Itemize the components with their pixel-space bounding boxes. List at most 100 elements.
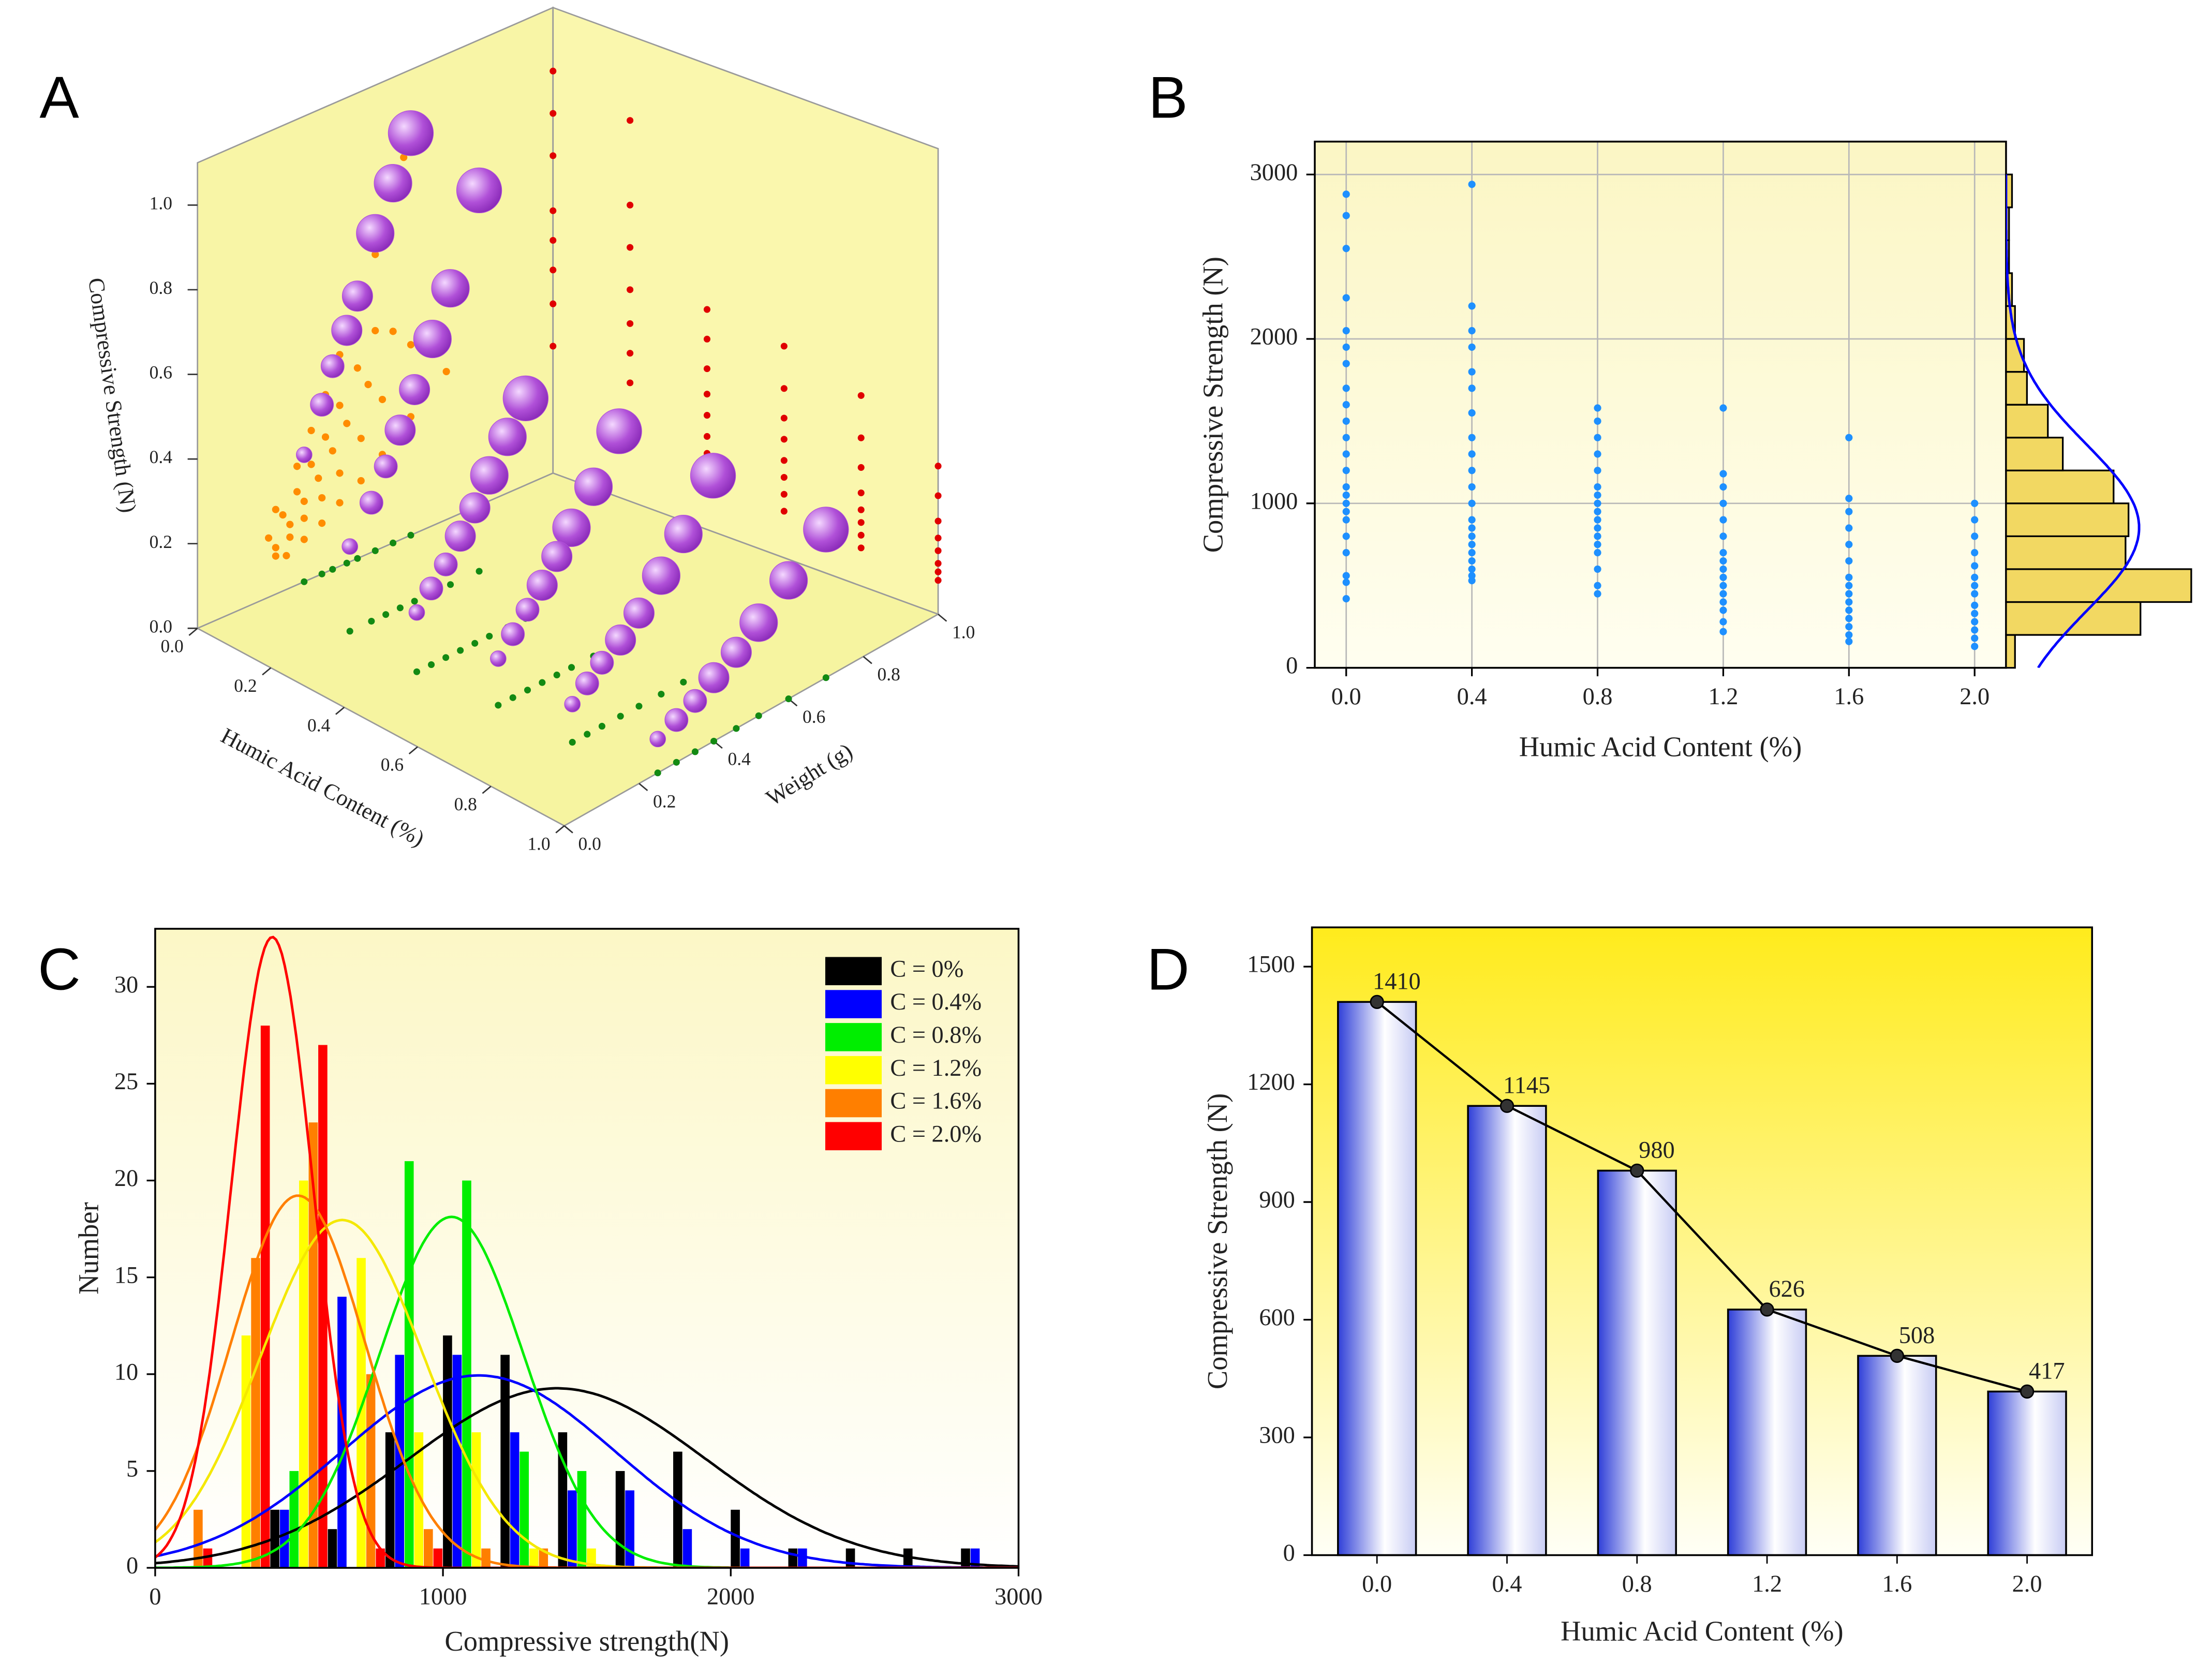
point [1468, 434, 1476, 441]
bubble [388, 110, 434, 156]
point [1468, 343, 1476, 351]
floor-projection [733, 725, 740, 732]
point [1594, 491, 1601, 499]
bubble [459, 492, 491, 524]
bubble [456, 167, 502, 214]
bar [260, 1026, 270, 1568]
left-wall-projection [364, 381, 372, 389]
point [1845, 557, 1853, 565]
fit-curve [155, 1387, 1019, 1568]
legend-swatch [825, 990, 882, 1018]
point [1719, 628, 1727, 635]
bubble [649, 731, 666, 748]
point [1845, 598, 1853, 606]
data-label: 626 [1769, 1276, 1805, 1302]
y-tick-label: 0.6 [803, 706, 825, 727]
point [1468, 549, 1476, 557]
y-tick-label: 0.0 [578, 833, 601, 854]
bar [903, 1548, 913, 1568]
point [1594, 434, 1601, 441]
floor-projection [680, 678, 687, 686]
point [1342, 549, 1350, 557]
point [1719, 516, 1727, 524]
y-tick-label: 0 [1283, 1540, 1295, 1566]
line-marker [2020, 1384, 2035, 1399]
panel-label: D [1147, 936, 1190, 1002]
x-tick [335, 706, 345, 715]
point [1719, 582, 1727, 589]
floor-projection [635, 703, 643, 710]
back-wall-projection [703, 412, 711, 419]
bar [1727, 1309, 1807, 1556]
back-wall-projection [703, 335, 711, 343]
point [1971, 499, 1979, 507]
plot-background [1315, 141, 2006, 668]
bar [1987, 1390, 2067, 1556]
point [1342, 450, 1350, 458]
y-tick-label: 5 [126, 1456, 138, 1482]
bubble [490, 650, 507, 667]
point [1594, 590, 1601, 598]
left-wall-projection [293, 488, 301, 496]
bar [481, 1548, 491, 1568]
bar [385, 1432, 395, 1568]
z-axis-label: Compressive Strength (N) [83, 276, 141, 514]
histogram-bar [2005, 404, 2049, 439]
left-wall-projection [372, 327, 379, 335]
y-tick-label: 1.0 [952, 621, 975, 642]
back-wall-projection [934, 463, 942, 470]
y-tick-label: 30 [114, 972, 138, 998]
bar [308, 1122, 318, 1568]
bar [788, 1548, 798, 1568]
point [1342, 508, 1350, 515]
bubble [434, 552, 458, 576]
point [1845, 573, 1853, 581]
bubble [331, 315, 363, 346]
back-wall-projection [627, 117, 634, 124]
floor-projection [413, 668, 421, 675]
bar [845, 1548, 855, 1568]
line-marker [1630, 1163, 1644, 1178]
bubble [342, 280, 373, 312]
point [1342, 434, 1350, 441]
legend-label: C = 0.8% [890, 1022, 982, 1048]
y-tick-label: 0.4 [728, 749, 751, 769]
y-tick-label: 20 [114, 1165, 138, 1192]
left-wall-projection [279, 511, 287, 519]
back-wall-projection [934, 547, 942, 554]
back-wall-projection [550, 236, 557, 244]
point [1594, 524, 1601, 532]
point [1719, 404, 1727, 412]
bubble [664, 708, 689, 732]
left-wall-projection [300, 514, 308, 522]
point [1468, 327, 1476, 335]
back-wall-projection [780, 414, 788, 422]
data-label: 508 [1899, 1323, 1935, 1349]
bar [740, 1548, 750, 1568]
left-wall-projection [343, 420, 351, 427]
left-wall-projection [442, 367, 450, 376]
plot-frame [154, 928, 1020, 1569]
back-wall-projection [857, 489, 865, 497]
bubble [444, 521, 476, 552]
bar [731, 1509, 740, 1568]
x-tick-label: 0.6 [381, 754, 404, 775]
x-tick-label: 1.2 [1708, 684, 1738, 710]
bar [318, 1045, 328, 1568]
floor-projection [755, 712, 762, 719]
y-tick-label: 2000 [1250, 324, 1298, 350]
histogram-bar [2005, 502, 2130, 538]
left-wall-projection [300, 497, 308, 505]
left-wall-projection [336, 469, 344, 477]
y-axis-label: Compressive Strength (N) [1201, 1093, 1233, 1389]
x-tick-label: 0.4 [1457, 684, 1487, 710]
bubble [690, 453, 736, 499]
floor-projection [476, 568, 483, 575]
y-tick-label: 1200 [1247, 1069, 1295, 1095]
floor-projection [396, 604, 404, 612]
point [1594, 549, 1601, 557]
back-wall-projection [857, 531, 865, 539]
bar [625, 1490, 634, 1568]
y-tick [863, 656, 872, 664]
x-axis-label: Humic Acid Content (%) [1561, 1615, 1844, 1647]
